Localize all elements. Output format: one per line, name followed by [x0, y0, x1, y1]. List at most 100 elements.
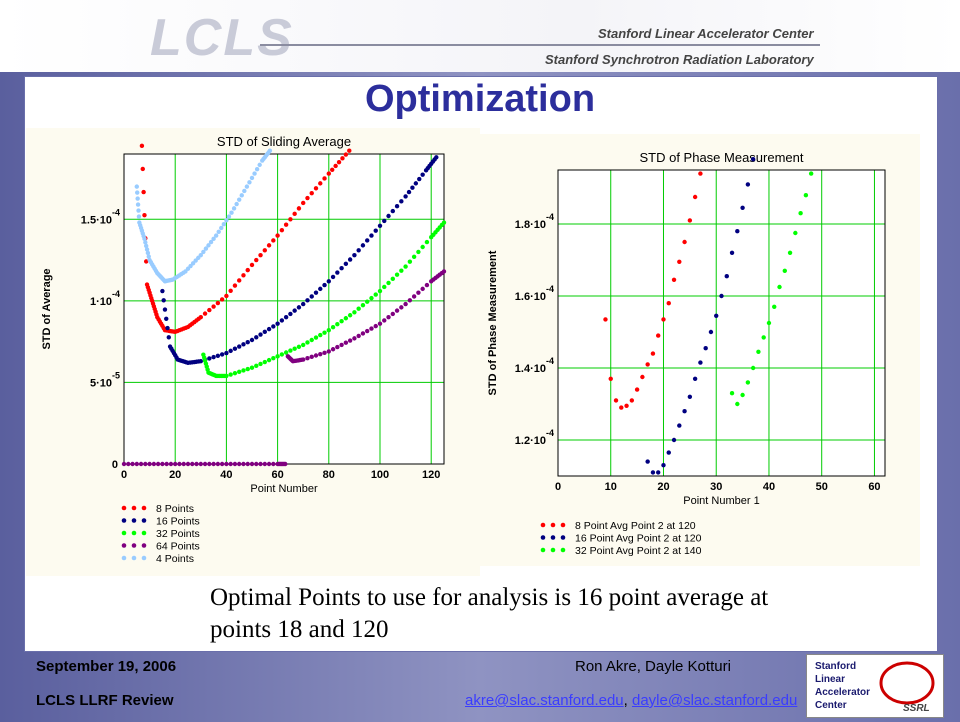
data-point: [356, 306, 361, 311]
data-point: [772, 304, 777, 309]
data-point: [407, 298, 413, 303]
data-point: [241, 461, 246, 467]
data-point: [146, 254, 151, 259]
data-point: [369, 233, 374, 238]
legend-label: 16 Point Avg Point 2 at 120: [575, 533, 702, 545]
x-tick-label: 80: [323, 469, 335, 481]
data-point: [410, 185, 415, 190]
data-point: [207, 356, 212, 361]
legend-marker: [141, 530, 147, 536]
slac-ssrl-logo-svg: Stanford Linear Accelerator Center SSRL: [815, 661, 935, 714]
data-point: [390, 208, 395, 214]
data-point: [283, 350, 289, 355]
data-point: [343, 152, 349, 157]
email-link-kotturi[interactable]: dayle@slac.stanford.edu: [632, 692, 798, 709]
footer-emails: akre@slac.stanford.edu, dayle@slac.stanf…: [465, 692, 797, 709]
data-point: [224, 350, 229, 356]
data-point: [239, 193, 244, 198]
data-point: [138, 461, 144, 467]
data-point: [232, 370, 238, 376]
data-point: [608, 376, 613, 381]
data-point: [322, 350, 327, 355]
data-point: [619, 405, 624, 410]
data-point: [275, 354, 280, 359]
legend-label: 64 Points: [156, 541, 200, 553]
data-point: [352, 310, 357, 315]
data-point: [215, 300, 221, 306]
email-link-akre[interactable]: akre@slac.stanford.edu: [465, 692, 624, 709]
data-point: [352, 336, 357, 341]
data-point: [249, 365, 255, 370]
legend-marker: [550, 535, 556, 540]
data-point: [142, 212, 147, 218]
data-point: [735, 229, 740, 234]
data-point: [219, 461, 225, 467]
data-point: [267, 148, 273, 153]
data-point: [241, 368, 246, 373]
data-point: [390, 311, 395, 317]
data-point: [719, 293, 724, 299]
legend-marker: [540, 547, 546, 553]
data-point: [288, 311, 293, 317]
data-point: [271, 238, 276, 243]
lab-name-ssrl: Stanford Synchrotron Radiation Laborator…: [545, 52, 814, 67]
footer-review: LCLS LLRF Review: [36, 692, 174, 709]
data-point: [326, 328, 331, 333]
data-point: [185, 461, 191, 467]
data-point: [207, 307, 212, 313]
data-point: [322, 330, 327, 335]
x-tick-label: 50: [816, 481, 828, 493]
data-point: [211, 304, 216, 309]
data-point: [309, 354, 314, 360]
x-tick-label: 20: [169, 469, 181, 481]
data-point: [203, 246, 209, 251]
data-point: [271, 461, 276, 467]
data-point: [161, 298, 166, 303]
logo-line-2: Accelerator: [815, 687, 870, 698]
data-point: [135, 190, 140, 195]
data-point: [399, 199, 404, 204]
data-point: [305, 195, 310, 201]
legend-marker: [131, 505, 137, 511]
chart-title: STD of Sliding Average: [217, 134, 351, 149]
data-point: [411, 254, 417, 259]
data-point: [330, 167, 335, 172]
data-point: [416, 290, 421, 295]
data-point: [352, 252, 357, 258]
data-point: [135, 202, 141, 207]
data-point: [692, 194, 698, 200]
data-point: [326, 349, 331, 354]
data-point: [434, 155, 439, 160]
data-point: [266, 243, 272, 248]
data-point: [394, 204, 400, 209]
data-point: [326, 279, 331, 284]
data-point: [258, 461, 263, 467]
data-point: [406, 189, 412, 195]
data-point: [258, 252, 263, 258]
data-point: [377, 321, 383, 326]
y-tick-exponent: -4: [546, 212, 554, 222]
data-point: [624, 403, 629, 408]
data-point: [424, 282, 430, 288]
data-point: [645, 362, 650, 367]
data-point: [257, 162, 262, 168]
legend-marker: [131, 543, 137, 548]
data-point: [258, 332, 263, 337]
data-point: [215, 461, 221, 467]
y-tick-exponent: -4: [546, 284, 554, 294]
legend-marker: [121, 505, 127, 511]
data-point: [377, 288, 383, 294]
data-point: [382, 218, 387, 224]
y-tick-exponent: -4: [546, 428, 554, 438]
data-point: [232, 283, 238, 288]
data-point: [666, 301, 671, 306]
data-point: [145, 250, 151, 256]
data-point: [237, 344, 242, 349]
data-point: [313, 290, 319, 295]
data-point: [283, 222, 289, 227]
data-point: [254, 335, 259, 340]
data-point: [198, 461, 203, 467]
data-point: [782, 268, 787, 273]
data-point: [645, 459, 650, 464]
data-point: [198, 359, 203, 364]
